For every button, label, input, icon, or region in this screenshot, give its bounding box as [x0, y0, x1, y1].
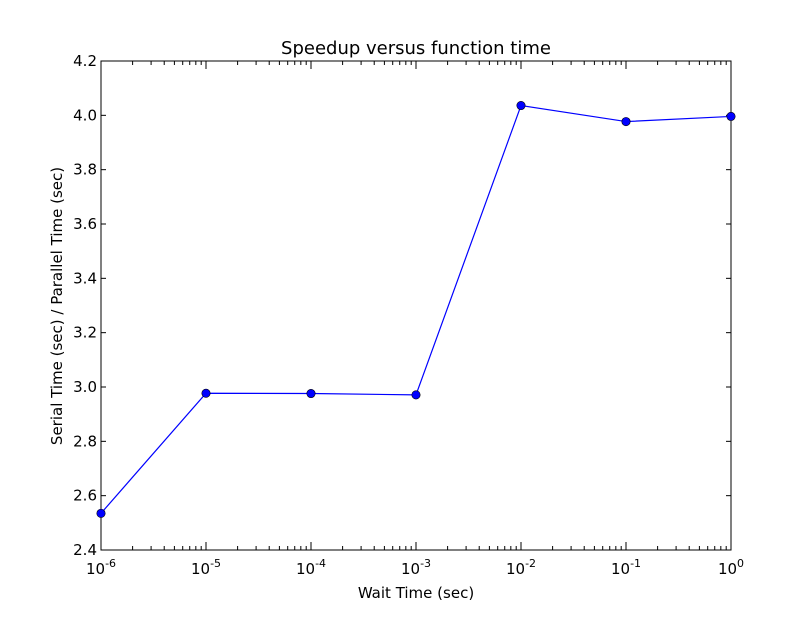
- data-point: [201, 388, 211, 398]
- data-point: [516, 101, 526, 111]
- y-tick-label: 3.0: [73, 378, 97, 396]
- x-tick-label: 10-6: [86, 557, 116, 578]
- x-tick-label: 10-1: [611, 557, 641, 578]
- x-tick-label: 10-5: [191, 557, 221, 578]
- data-point: [96, 508, 106, 518]
- series-line: [100, 104, 732, 514]
- x-tick-label: 10-2: [506, 557, 536, 578]
- data-point: [411, 390, 421, 400]
- x-axis-label: Wait Time (sec): [358, 584, 474, 602]
- x-tick-label: 10-4: [296, 557, 326, 578]
- data-point: [306, 389, 316, 399]
- y-tick-label: 4.0: [73, 106, 97, 124]
- data-point: [621, 117, 631, 127]
- y-tick-label: 3.8: [73, 161, 97, 179]
- y-tick-label: 3.6: [73, 215, 97, 233]
- x-tick-label: 10-3: [401, 557, 431, 578]
- x-tick-label: 100: [718, 557, 744, 578]
- y-tick-label: 2.8: [73, 432, 97, 450]
- y-axis-label: Serial Time (sec) / Parallel Time (sec): [48, 167, 66, 445]
- y-tick-label: 3.4: [73, 269, 97, 287]
- y-tick-label: 2.4: [73, 541, 97, 559]
- plot-area: 2.4 2.6 2.8 3.0 3.2 3.4 3.6 3.8 4.0 4.2 10-6 10-5 10…: [73, 52, 744, 578]
- y-tick-label: 3.2: [73, 324, 97, 342]
- plot-frame: [100, 60, 732, 551]
- y-tick-label: 4.2: [73, 52, 97, 70]
- y-tick-label: 2.6: [73, 487, 97, 505]
- chart-title: Speedup versus function time: [281, 38, 551, 59]
- data-point: [726, 111, 736, 121]
